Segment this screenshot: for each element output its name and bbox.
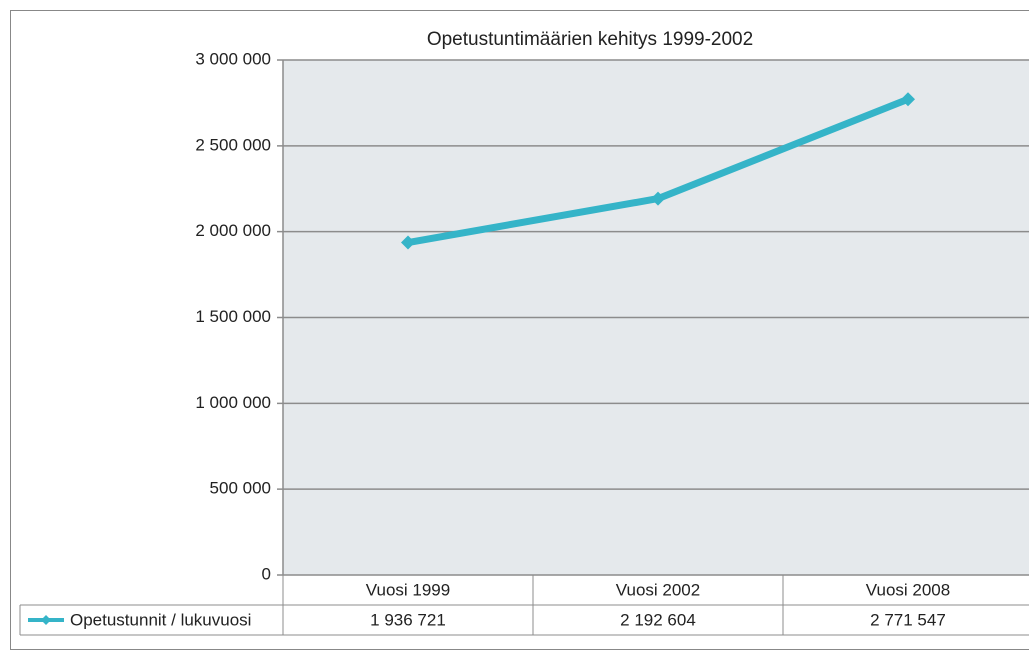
table-value: 2 771 547 xyxy=(870,610,946,629)
y-tick-label: 1 000 000 xyxy=(195,393,271,412)
legend-marker xyxy=(41,615,51,625)
y-tick-label: 1 500 000 xyxy=(195,307,271,326)
table-value: 1 936 721 xyxy=(370,610,446,629)
x-tick-label: Vuosi 1999 xyxy=(366,580,450,599)
y-tick-label: 2 000 000 xyxy=(195,221,271,240)
data-point xyxy=(401,235,415,250)
legend-label: Opetustunnit / lukuvuosi xyxy=(70,610,251,629)
y-tick-label: 2 500 000 xyxy=(195,135,271,154)
data-point xyxy=(651,191,665,206)
y-tick-label: 0 xyxy=(262,564,271,583)
y-tick-label: 500 000 xyxy=(210,479,271,498)
x-tick-label: Vuosi 2008 xyxy=(866,580,950,599)
x-tick-label: Vuosi 2002 xyxy=(616,580,700,599)
data-point xyxy=(901,92,915,107)
chart-title: Opetustuntimäärien kehitys 1999-2002 xyxy=(427,29,753,50)
table-value: 2 192 604 xyxy=(620,610,696,629)
y-tick-label: 3 000 000 xyxy=(195,49,271,68)
